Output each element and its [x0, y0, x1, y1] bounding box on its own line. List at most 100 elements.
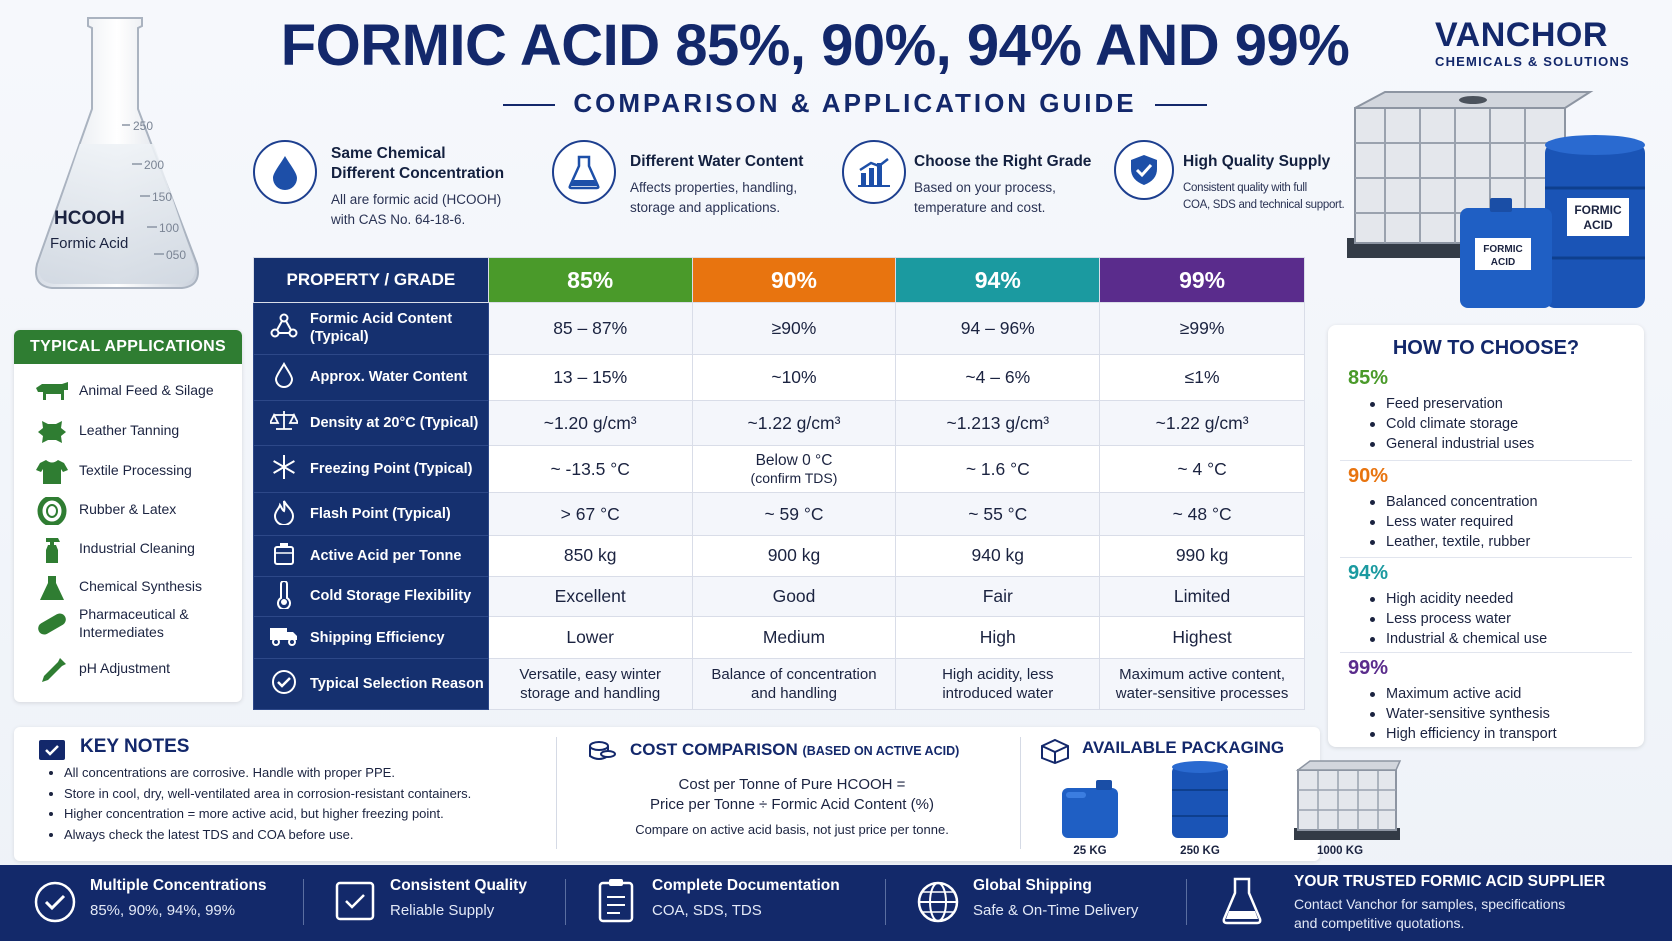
table-row: Active Acid per Tonne 850 kg 900 kg 940 …	[253, 534, 1305, 577]
tshirt-icon	[36, 460, 68, 484]
divider	[1340, 557, 1632, 558]
flask-icon	[40, 576, 64, 600]
row-label: Cold Storage Flexibility	[253, 575, 489, 618]
footer-item-shipping: Global Shipping Safe & On-Time Delivery	[913, 865, 1183, 941]
typical-applications-panel: TYPICAL APPLICATIONS Animal Feed & Silag…	[14, 330, 242, 702]
subtitle-rule-left	[503, 104, 556, 107]
drum-label-line-2: ACID	[1583, 218, 1613, 232]
flask-mark-150: 150	[152, 190, 172, 204]
cell-value: Versatile, easy winter storage and handli…	[487, 658, 693, 710]
cost-comparison-header: COST COMPARISON (BASED ON ACTIVE ACID)	[630, 740, 960, 759]
comparison-table: PROPERTY / GRADE 85% 90% 94% 99% Formic …	[253, 257, 1305, 710]
drum-label-line-1: FORMIC	[1574, 203, 1622, 217]
page-title: FORMIC ACID 85%, 90%, 94% AND 99%	[280, 13, 1350, 78]
table-row: Approx. Water Content 13 – 15% ~10% ~4 –…	[253, 353, 1305, 401]
cell-value: High	[895, 616, 1101, 660]
cell-value: 13 – 15%	[487, 353, 693, 401]
list-item: Industrial Cleaning	[14, 532, 242, 568]
molecule-icon	[268, 313, 300, 343]
cell-value: Excellent	[487, 575, 693, 618]
table-row: Shipping Efficiency Lower Medium High Hi…	[253, 616, 1305, 660]
how-to-choose-header: HOW TO CHOOSE?	[1392, 337, 1580, 359]
feature-heading: Choose the Right Grade	[914, 153, 1092, 170]
cell-value: Lower	[487, 616, 693, 660]
cell-value: ~1.22 g/cm³	[1099, 399, 1305, 447]
cell-value: ≥99%	[1099, 302, 1305, 355]
clipboard-icon	[598, 879, 634, 923]
ibc-tote-icon	[1294, 760, 1402, 840]
cell-value: 85 – 87%	[487, 302, 693, 355]
cell-value: ≤1%	[1099, 353, 1305, 401]
cell-value: High acidity, less introduced water	[895, 658, 1101, 710]
divider	[1340, 460, 1632, 461]
flask-mark-200: 200	[144, 158, 164, 172]
package-label-250kg: 250 KG	[1180, 845, 1220, 857]
divider	[565, 879, 566, 925]
cell-value: ~ 59 °C	[691, 492, 897, 536]
list-item: All concentrations are corrosive. Handle…	[64, 763, 564, 784]
cell-value: Below 0 °C (confirm TDS)	[691, 445, 897, 494]
leather-hide-icon	[38, 421, 66, 443]
footer-item-quality: Consistent Quality Reliable Supply	[332, 865, 562, 941]
water-drop-icon	[253, 140, 317, 204]
list-item: Pharmaceutical & Intermediates	[14, 606, 242, 642]
row-label: Active Acid per Tonne	[253, 534, 489, 577]
erlenmeyer-flask-illustration: 250 200 150 100 050 HCOOH Formic Acid	[35, 17, 199, 289]
jerrycan-icon	[1062, 780, 1118, 838]
cell-value: ~1.213 g/cm³	[895, 399, 1101, 447]
list-item: Chemical Synthesis	[14, 570, 242, 606]
dropper-icon	[42, 658, 66, 682]
footer-item-concentrations: Multiple Concentrations 85%, 90%, 94%, 9…	[30, 865, 300, 941]
package-label-25kg: 25 KG	[1073, 845, 1107, 857]
list-item: Leather Tanning	[14, 414, 242, 450]
divider	[556, 737, 557, 849]
flask-formula: HCOOH	[54, 208, 125, 229]
tire-icon	[37, 497, 67, 525]
coins-icon	[589, 741, 616, 760]
shield-check-icon	[1114, 140, 1174, 200]
feature-desc: All are formic acid (HCOOH) with CAS No. …	[331, 192, 502, 227]
cell-value: ~ -13.5 °C	[487, 445, 693, 494]
feature-desc: Affects properties, handling, storage and…	[630, 180, 798, 215]
logo-tagline: CHEMICALS & SOLUTIONS	[1435, 54, 1630, 69]
list-item: Textile Processing	[14, 454, 242, 490]
truck-icon	[268, 625, 300, 651]
flame-icon	[268, 499, 300, 529]
flask-mark-100: 100	[159, 221, 179, 235]
container-icon	[268, 542, 300, 570]
cell-value: 990 kg	[1099, 534, 1305, 577]
cell-value: ~ 4 °C	[1099, 445, 1305, 494]
jerrycan-label-line-1: FORMIC	[1483, 244, 1522, 255]
cell-value: 850 kg	[487, 534, 693, 577]
feature-water-content: Different Water Content Affects properti…	[552, 140, 832, 230]
cost-formula: Cost per Tonne of Pure HCOOH = Price per …	[650, 776, 934, 814]
globe-icon	[917, 881, 959, 923]
header-grade-90: 90%	[691, 257, 897, 303]
drum-icon	[1172, 761, 1228, 838]
thermometer-icon	[268, 579, 300, 613]
row-label: Approx. Water Content	[253, 353, 489, 401]
choose-group-94: 94% High acidity needed Less process wate…	[1348, 562, 1628, 649]
key-notes-list: All concentrations are corrosive. Handle…	[64, 763, 564, 845]
divider	[303, 879, 304, 925]
cell-value: ~1.20 g/cm³	[487, 399, 693, 447]
flask-icon	[552, 140, 616, 204]
table-row: Flash Point (Typical) > 67 °C ~ 59 °C ~ …	[253, 492, 1305, 536]
list-item: Animal Feed & Silage	[14, 374, 242, 410]
quality-certificate-icon	[335, 881, 375, 921]
list-item: Always check the latest TDS and COA befo…	[64, 825, 564, 846]
cell-value: 94 – 96%	[895, 302, 1101, 355]
brand-logo: VANCHOR CHEMICALS & SOLUTIONS	[1435, 18, 1645, 69]
spray-bottle-icon	[46, 538, 60, 563]
subtitle-rule-right	[1154, 104, 1207, 107]
cell-value: Limited	[1099, 575, 1305, 618]
applications-header: TYPICAL APPLICATIONS	[14, 330, 242, 364]
bar-chart-icon	[842, 140, 906, 204]
cell-value: ~10%	[691, 353, 897, 401]
cell-value: ≥90%	[691, 302, 897, 355]
choose-group-99: 99% Maximum active acid Water-sensitive s…	[1348, 657, 1628, 744]
row-label: Freezing Point (Typical)	[253, 445, 489, 494]
box-icon	[1041, 738, 1069, 764]
row-label: Formic Acid Content (Typical)	[253, 302, 489, 355]
water-drop-icon	[268, 362, 300, 392]
